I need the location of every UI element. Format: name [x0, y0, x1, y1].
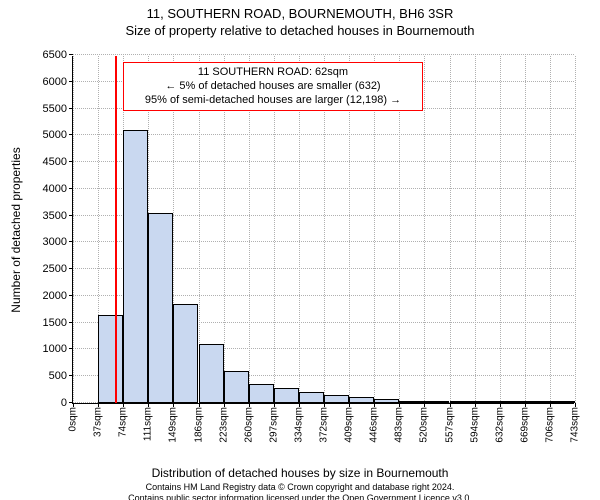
attribution-footer: Contains HM Land Registry data © Crown c…	[0, 482, 600, 500]
histogram-bar	[299, 392, 324, 403]
ytick-mark	[69, 108, 73, 109]
xtick-label: 111sqm	[143, 407, 154, 441]
histogram-bar	[123, 130, 148, 403]
ytick-label: 5000	[43, 129, 67, 141]
histogram-bar	[450, 401, 475, 403]
xtick-label: 334sqm	[293, 407, 304, 443]
plot-area: 0500100015002000250030003500400045005000…	[72, 56, 574, 404]
xtick-label: 446sqm	[369, 407, 380, 443]
y-axis-label: Number of detached properties	[9, 147, 23, 312]
histogram-bar	[500, 401, 525, 403]
xtick-label: 594sqm	[469, 407, 480, 443]
histogram-bar	[98, 315, 123, 403]
ytick-label: 2500	[43, 263, 67, 275]
histogram-bar	[199, 344, 224, 403]
xtick-label: 706sqm	[544, 407, 555, 443]
ytick-label: 5500	[43, 103, 67, 115]
histogram-bar	[424, 401, 449, 403]
ytick-label: 3500	[43, 210, 67, 222]
xtick-label: 149sqm	[168, 407, 179, 443]
gridline-vertical	[575, 56, 576, 403]
gridline-horizontal	[73, 54, 574, 55]
chart-subtitle: Size of property relative to detached ho…	[0, 23, 600, 38]
callout-line: ← 5% of detached houses are smaller (632…	[130, 80, 416, 94]
xtick-label: 186sqm	[193, 407, 204, 443]
ytick-mark	[69, 295, 73, 296]
xtick-label: 0sqm	[68, 407, 79, 431]
ytick-label: 0	[61, 397, 67, 409]
callout-line: 95% of semi-detached houses are larger (…	[130, 94, 416, 108]
xtick-label: 520sqm	[419, 407, 430, 443]
histogram-bar	[525, 401, 550, 403]
xtick-label: 669sqm	[519, 407, 530, 443]
xtick-label: 632sqm	[494, 407, 505, 443]
xtick-label: 409sqm	[344, 407, 355, 443]
histogram-bar	[274, 388, 299, 403]
gridline-vertical	[450, 56, 451, 403]
ytick-mark	[69, 134, 73, 135]
gridline-vertical	[475, 56, 476, 403]
callout-box: 11 SOUTHERN ROAD: 62sqm← 5% of detached …	[123, 62, 423, 111]
ytick-label: 4000	[43, 183, 67, 195]
xtick-label: 37sqm	[93, 407, 104, 437]
ytick-label: 6500	[43, 49, 67, 61]
histogram-bar	[349, 397, 374, 403]
xtick-label: 223sqm	[218, 407, 229, 443]
xtick-label: 557sqm	[444, 407, 455, 443]
footer-line: Contains public sector information licen…	[0, 493, 600, 500]
xtick-label: 483sqm	[394, 407, 405, 443]
ytick-label: 500	[49, 370, 67, 382]
ytick-label: 1500	[43, 317, 67, 329]
ytick-mark	[69, 215, 73, 216]
ytick-mark	[69, 268, 73, 269]
xtick-label: 74sqm	[118, 407, 129, 437]
xtick-label: 297sqm	[268, 407, 279, 443]
ytick-mark	[69, 241, 73, 242]
xtick-label: 260sqm	[243, 407, 254, 443]
ytick-label: 1000	[43, 343, 67, 355]
histogram-bar	[550, 401, 575, 403]
footer-line: Contains HM Land Registry data © Crown c…	[0, 482, 600, 493]
xtick-label: 372sqm	[319, 407, 330, 443]
ytick-mark	[69, 54, 73, 55]
ytick-mark	[69, 161, 73, 162]
gridline-vertical	[500, 56, 501, 403]
gridline-vertical	[550, 56, 551, 403]
histogram-bar	[148, 213, 173, 403]
gridline-vertical	[73, 56, 74, 403]
ytick-label: 4500	[43, 156, 67, 168]
histogram-bar	[173, 304, 198, 403]
ytick-label: 2000	[43, 290, 67, 302]
ytick-label: 3000	[43, 236, 67, 248]
histogram-bar	[324, 395, 349, 403]
xtick-label: 743sqm	[570, 407, 581, 443]
gridline-vertical	[424, 56, 425, 403]
callout-line: 11 SOUTHERN ROAD: 62sqm	[130, 66, 416, 80]
ytick-mark	[69, 322, 73, 323]
ytick-mark	[69, 188, 73, 189]
histogram-bar	[475, 401, 500, 403]
x-axis-label: Distribution of detached houses by size …	[0, 466, 600, 480]
histogram-bar	[374, 399, 399, 403]
histogram-bar	[224, 371, 249, 403]
gridline-vertical	[525, 56, 526, 403]
ytick-mark	[69, 375, 73, 376]
ytick-mark	[69, 348, 73, 349]
ytick-label: 6000	[43, 76, 67, 88]
ytick-mark	[69, 81, 73, 82]
chart-title: 11, SOUTHERN ROAD, BOURNEMOUTH, BH6 3SR	[0, 6, 600, 21]
histogram-bar	[249, 384, 274, 403]
histogram-bar	[399, 401, 424, 403]
